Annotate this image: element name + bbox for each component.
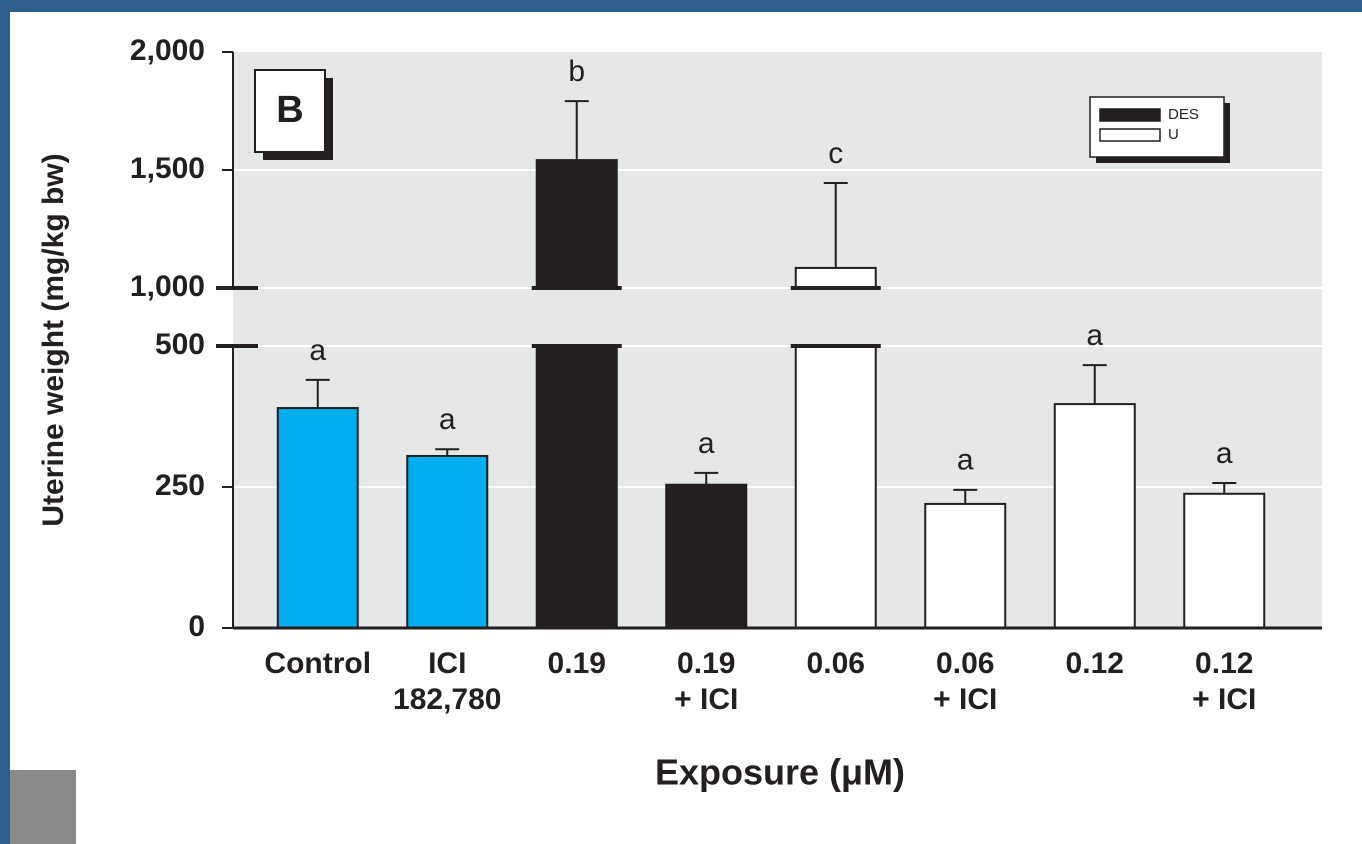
- x-tick-label: 0.06: [807, 647, 865, 680]
- x-tick-label: 0.12: [1195, 647, 1253, 680]
- photo-fragment: [0, 770, 76, 844]
- annotation: a: [439, 403, 456, 436]
- x-tick-label: + ICI: [674, 683, 738, 716]
- bar: [1053, 403, 1136, 630]
- bar: [406, 454, 489, 630]
- annotation: a: [698, 427, 715, 460]
- annotation: a: [309, 334, 326, 367]
- bar: [1183, 492, 1266, 629]
- annotation: a: [1216, 437, 1233, 470]
- annotation: a: [957, 444, 974, 477]
- bar: [276, 407, 359, 630]
- y-tick-label: 0: [188, 610, 205, 643]
- x-tick-label: 0.19: [548, 647, 606, 680]
- bar: [794, 345, 877, 629]
- annotation: b: [568, 55, 585, 88]
- x-tick-label: 182,780: [393, 683, 501, 716]
- legend-box: [1089, 96, 1225, 158]
- legend-swatch: [1099, 128, 1161, 142]
- x-axis-label: Exposure (μM): [655, 752, 905, 793]
- annotation: a: [1086, 319, 1103, 352]
- x-tick-label: Control: [264, 647, 371, 680]
- x-tick-label: + ICI: [1192, 683, 1256, 716]
- y-tick-label: 1,500: [130, 152, 205, 185]
- bar: [535, 159, 618, 289]
- legend-swatch: [1099, 108, 1161, 122]
- panel-label: B: [276, 89, 303, 131]
- y-tick-label: 500: [155, 328, 205, 361]
- bar: [665, 483, 748, 629]
- x-tick-label: + ICI: [933, 683, 997, 716]
- x-tick-label: 0.19: [677, 647, 735, 680]
- bar: [535, 345, 618, 629]
- panel-label-box: [254, 69, 326, 153]
- frame: [0, 770, 10, 844]
- annotation: c: [828, 137, 843, 170]
- bar: [794, 266, 877, 290]
- legend-label: DES: [1168, 106, 1199, 123]
- x-tick-label: 0.12: [1066, 647, 1124, 680]
- y-tick-label: 250: [155, 469, 205, 502]
- bar: [924, 502, 1007, 630]
- y-tick-label: 2,000: [130, 34, 205, 67]
- y-tick-label: 1,000: [130, 270, 205, 303]
- legend-label: U: [1168, 126, 1179, 143]
- x-tick-label: ICI: [428, 647, 466, 680]
- y-axis-label: Uterine weight (mg/kg bw): [37, 153, 70, 526]
- x-tick-label: 0.06: [936, 647, 994, 680]
